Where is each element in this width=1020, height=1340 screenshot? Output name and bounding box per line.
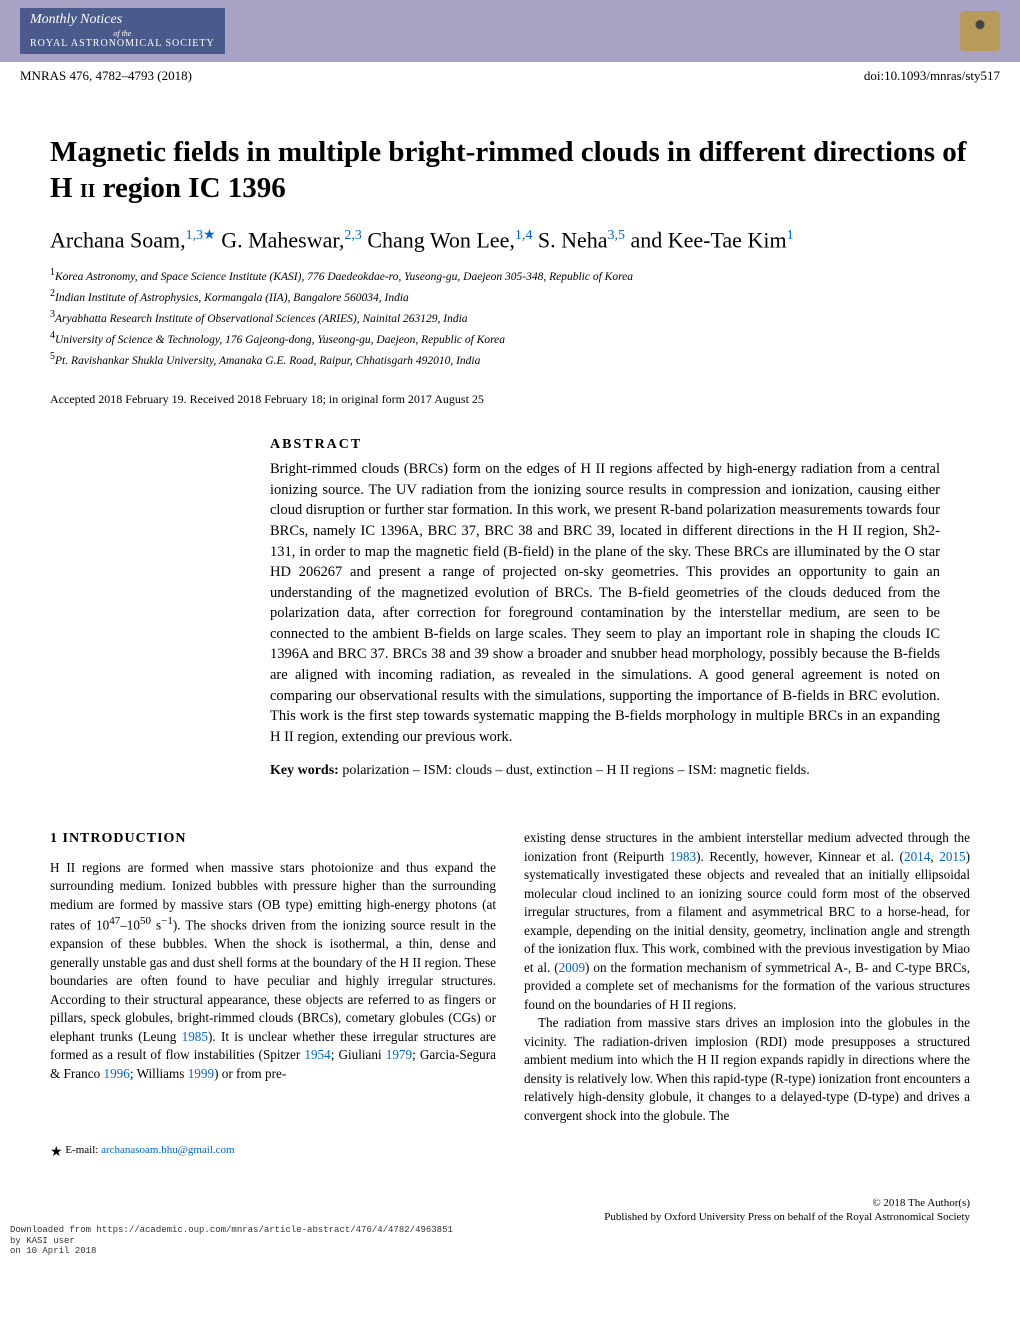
section-1-heading: 1 INTRODUCTION <box>50 829 496 849</box>
title-text: Magnetic fields in multiple bright-rimme… <box>50 136 966 204</box>
journal-name-top: Monthly Notices <box>30 12 215 29</box>
right-column: existing dense structures in the ambient… <box>524 829 970 1162</box>
publisher-line: Published by Oxford University Press on … <box>0 1211 1020 1225</box>
intro-paragraph-1: H II regions are formed when massive sta… <box>50 859 496 1083</box>
doi-text: doi:10.1093/mnras/sty517 <box>864 68 1000 84</box>
society-logo-icon <box>960 11 1000 51</box>
mnras-reference: MNRAS 476, 4782–4793 (2018) <box>20 68 192 84</box>
keywords-line: Key words: polarization – ISM: clouds – … <box>270 763 940 779</box>
intro-paragraph-2: The radiation from massive stars drives … <box>524 1014 970 1125</box>
abstract-block: ABSTRACT Bright-rimmed clouds (BRCs) for… <box>270 437 940 779</box>
journal-header-bar: Monthly Notices of the ROYAL ASTRONOMICA… <box>0 0 1020 62</box>
author-1-affil: 1,3 <box>186 228 204 243</box>
article-dates: Accepted 2018 February 19. Received 2018… <box>50 392 970 407</box>
ref-kinnear-2015[interactable]: 2015 <box>939 849 965 864</box>
author-2-affil: 2,3 <box>344 228 362 243</box>
copyright-line: © 2018 The Author(s) <box>0 1193 1020 1211</box>
author-3: Chang Won Lee, <box>362 227 515 252</box>
author-4: S. Neha <box>532 227 607 252</box>
ref-garcia-1996[interactable]: 1996 <box>103 1066 129 1081</box>
download-line-3: on 10 April 2018 <box>10 1246 1010 1257</box>
download-watermark: Downloaded from https://academic.oup.com… <box>0 1225 1020 1265</box>
ref-spitzer-1954[interactable]: 1954 <box>304 1047 330 1062</box>
author-3-affil: 1,4 <box>515 228 533 243</box>
keywords-text: polarization – ISM: clouds – dust, extin… <box>339 763 810 778</box>
affiliation-5: 5Pt. Ravishankar Shukla University, Aman… <box>50 349 970 370</box>
corresponding-footnote: ★ E-mail: archanasoam.bhu@gmail.com <box>50 1143 496 1163</box>
author-5-affil: 1 <box>787 228 794 243</box>
footnote-email-link[interactable]: archanasoam.bhu@gmail.com <box>101 1144 235 1156</box>
ref-williams-1999[interactable]: 1999 <box>188 1066 214 1081</box>
affiliation-4: 4University of Science & Technology, 176… <box>50 328 970 349</box>
affiliation-2: 2Indian Institute of Astrophysics, Korma… <box>50 286 970 307</box>
journal-name-mid: of the <box>30 29 215 39</box>
ref-leung-1985[interactable]: 1985 <box>182 1029 208 1044</box>
author-5: and Kee-Tae Kim <box>625 227 787 252</box>
author-2: G. Maheswar, <box>216 227 345 252</box>
article-title: Magnetic fields in multiple bright-rimme… <box>50 134 970 207</box>
journal-name-bottom: ROYAL ASTRONOMICAL SOCIETY <box>30 38 215 50</box>
footnote-label: E-mail: <box>63 1144 102 1156</box>
affiliation-3: 3Aryabhatta Research Institute of Observ… <box>50 307 970 328</box>
affiliation-1: 1Korea Astronomy, and Space Science Inst… <box>50 265 970 286</box>
publisher-text: Published by Oxford University Press on … <box>604 1211 970 1223</box>
download-line-1: Downloaded from https://academic.oup.com… <box>10 1225 1010 1236</box>
abstract-text: Bright-rimmed clouds (BRCs) form on the … <box>270 459 940 747</box>
article-content: Magnetic fields in multiple bright-rimme… <box>0 94 1020 1193</box>
author-list: Archana Soam,1,3★ G. Maheswar,2,3 Chang … <box>50 227 970 253</box>
ref-reipurth-1983[interactable]: 1983 <box>670 849 696 864</box>
journal-title-box: Monthly Notices of the ROYAL ASTRONOMICA… <box>20 8 225 54</box>
citation-line: MNRAS 476, 4782–4793 (2018) doi:10.1093/… <box>0 62 1020 94</box>
author-1: Archana Soam, <box>50 227 186 252</box>
left-column: 1 INTRODUCTION H II regions are formed w… <box>50 829 496 1162</box>
keywords-label: Key words: <box>270 763 339 778</box>
intro-paragraph-1-cont: existing dense structures in the ambient… <box>524 829 970 1014</box>
ref-kinnear-2014[interactable]: 2014 <box>904 849 930 864</box>
ref-giuliani-1979[interactable]: 1979 <box>386 1047 412 1062</box>
author-4-affil: 3,5 <box>608 228 626 243</box>
ref-miao-2009[interactable]: 2009 <box>559 960 585 975</box>
affiliation-list: 1Korea Astronomy, and Space Science Inst… <box>50 265 970 370</box>
body-two-column: 1 INTRODUCTION H II regions are formed w… <box>50 829 970 1162</box>
corresponding-star-icon: ★ <box>203 228 216 243</box>
abstract-heading: ABSTRACT <box>270 437 940 453</box>
footnote-star-icon: ★ <box>50 1145 63 1160</box>
download-line-2: by KASI user <box>10 1236 1010 1247</box>
